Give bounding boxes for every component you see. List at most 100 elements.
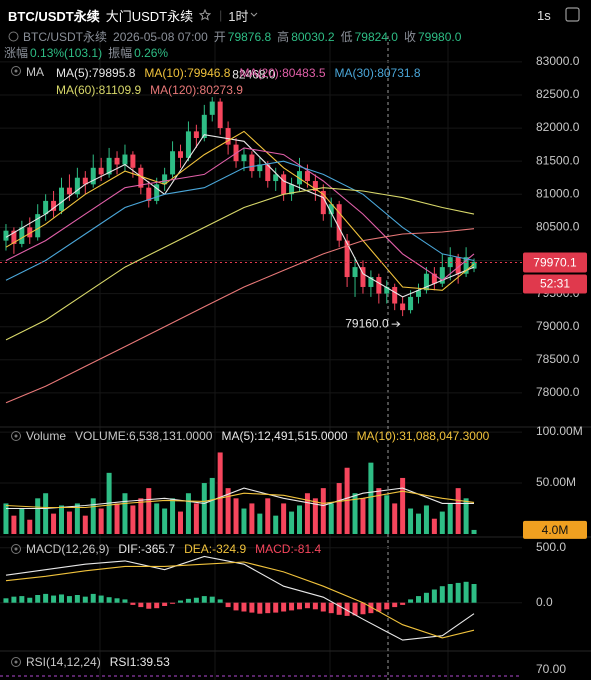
candle-body <box>320 190 326 215</box>
volume-bar <box>447 503 453 534</box>
candle-body <box>43 200 49 215</box>
line <box>5 160 475 281</box>
y-tick-label: 50.00M <box>536 475 576 489</box>
fullscreen-icon[interactable] <box>565 7 580 22</box>
eye-icon[interactable] <box>8 31 19 42</box>
open-label: 开 <box>213 30 226 44</box>
current-volume-box <box>523 520 587 539</box>
volume-bar <box>241 508 247 534</box>
macd-bar <box>297 602 302 610</box>
volume-bar <box>193 503 199 534</box>
volume-bar <box>138 498 144 534</box>
header-row: BTC/USDT永续 大门USDT永续 | 1时 <box>8 5 258 25</box>
macd-bar <box>336 602 342 615</box>
macd-bar <box>431 589 437 603</box>
line <box>5 561 475 639</box>
eye-icon[interactable] <box>10 656 22 668</box>
macd-bar <box>162 602 168 606</box>
volume-bar <box>35 498 41 534</box>
macd-bar <box>74 595 80 603</box>
candle-body <box>328 204 334 215</box>
candle-body <box>289 184 295 195</box>
volume-bar <box>249 503 255 534</box>
line <box>6 487 474 510</box>
star-icon[interactable] <box>199 9 212 21</box>
legend-entry: MA(5):79895.8 <box>56 66 136 80</box>
candle-body <box>408 296 414 311</box>
line <box>5 134 475 298</box>
low-marker: 79160.0 <box>345 316 389 330</box>
eye-icon[interactable] <box>10 543 22 555</box>
macd-bar <box>447 584 453 603</box>
macd-bar <box>193 597 199 603</box>
macd-bar <box>249 602 255 613</box>
macd-bar <box>241 602 247 612</box>
macd-bar <box>392 602 398 608</box>
macd-bar <box>185 598 191 603</box>
volume-bar <box>320 488 326 534</box>
panel-title: RSI(14,12,24) <box>26 654 101 669</box>
candle-body <box>106 157 112 175</box>
candle-body <box>82 177 88 185</box>
candle-body <box>304 171 310 182</box>
macd-bar <box>281 602 287 612</box>
candle-body <box>423 273 429 291</box>
volume-bar <box>463 498 469 534</box>
candle-body <box>19 227 25 244</box>
macd-bar <box>439 586 445 603</box>
legend-entry: MA(10):31,088,047.3000 <box>356 428 490 443</box>
volume-bar <box>98 508 104 534</box>
volume-bar <box>74 503 80 534</box>
candle-body <box>154 184 160 201</box>
volume-bar <box>11 515 17 534</box>
line <box>5 187 475 341</box>
rsi-legend: RSI(14,12,24) RSI1:39.53 <box>10 653 179 670</box>
volume-bar <box>392 503 398 534</box>
macd-bar <box>122 599 128 603</box>
candle-body <box>392 286 398 304</box>
legend-entry: MA(10):79946.8 <box>144 66 231 80</box>
chevron-icon[interactable] <box>250 12 258 18</box>
macd-bar <box>352 602 358 616</box>
candle-body <box>400 303 406 311</box>
macd-bar <box>455 582 461 603</box>
volume-bar <box>312 498 318 534</box>
legend-entry: DIF:-365.7 <box>118 541 176 556</box>
volume-bar <box>273 515 279 534</box>
high: 80030.2 <box>291 29 335 44</box>
candle-body <box>217 101 223 129</box>
symbol-name: 大门USDT永续 <box>105 8 194 24</box>
high-label: 高 <box>277 30 290 44</box>
volume-bar <box>114 503 120 534</box>
indicator-name: MA <box>26 65 44 79</box>
macd-bar <box>233 602 239 611</box>
y-tick-label: 83000.0 <box>536 54 580 68</box>
volume-bar <box>471 529 477 534</box>
symbol[interactable]: BTC/USDT永续 <box>8 8 100 24</box>
candle-body <box>312 181 318 191</box>
line <box>5 147 475 281</box>
macd-bar <box>201 596 207 603</box>
y-tick-label: 82000.0 <box>536 120 580 134</box>
rsi-label: RSI1:39.53 <box>109 654 170 669</box>
candle-body <box>178 151 183 158</box>
candle-body <box>114 157 120 165</box>
macd-bar <box>82 596 88 603</box>
macd-bar <box>328 602 334 614</box>
volume-bar <box>146 488 152 534</box>
y-tick-label: 81000.0 <box>536 186 580 200</box>
eye-icon[interactable] <box>10 430 22 442</box>
volume-bar <box>185 493 191 534</box>
candle-body <box>74 177 80 195</box>
interval[interactable]: 1时 <box>228 8 249 24</box>
eye-icon[interactable] <box>10 65 22 77</box>
volume-bar <box>376 488 382 534</box>
legend-entry: MA(60):81109.9 <box>56 83 142 97</box>
candle-body <box>249 154 255 172</box>
volume-bar <box>130 505 136 534</box>
refresh[interactable]: 1s <box>537 7 551 23</box>
macd-bar <box>90 593 96 603</box>
panel-separator <box>0 426 591 652</box>
low-marker-arrow <box>391 321 401 327</box>
